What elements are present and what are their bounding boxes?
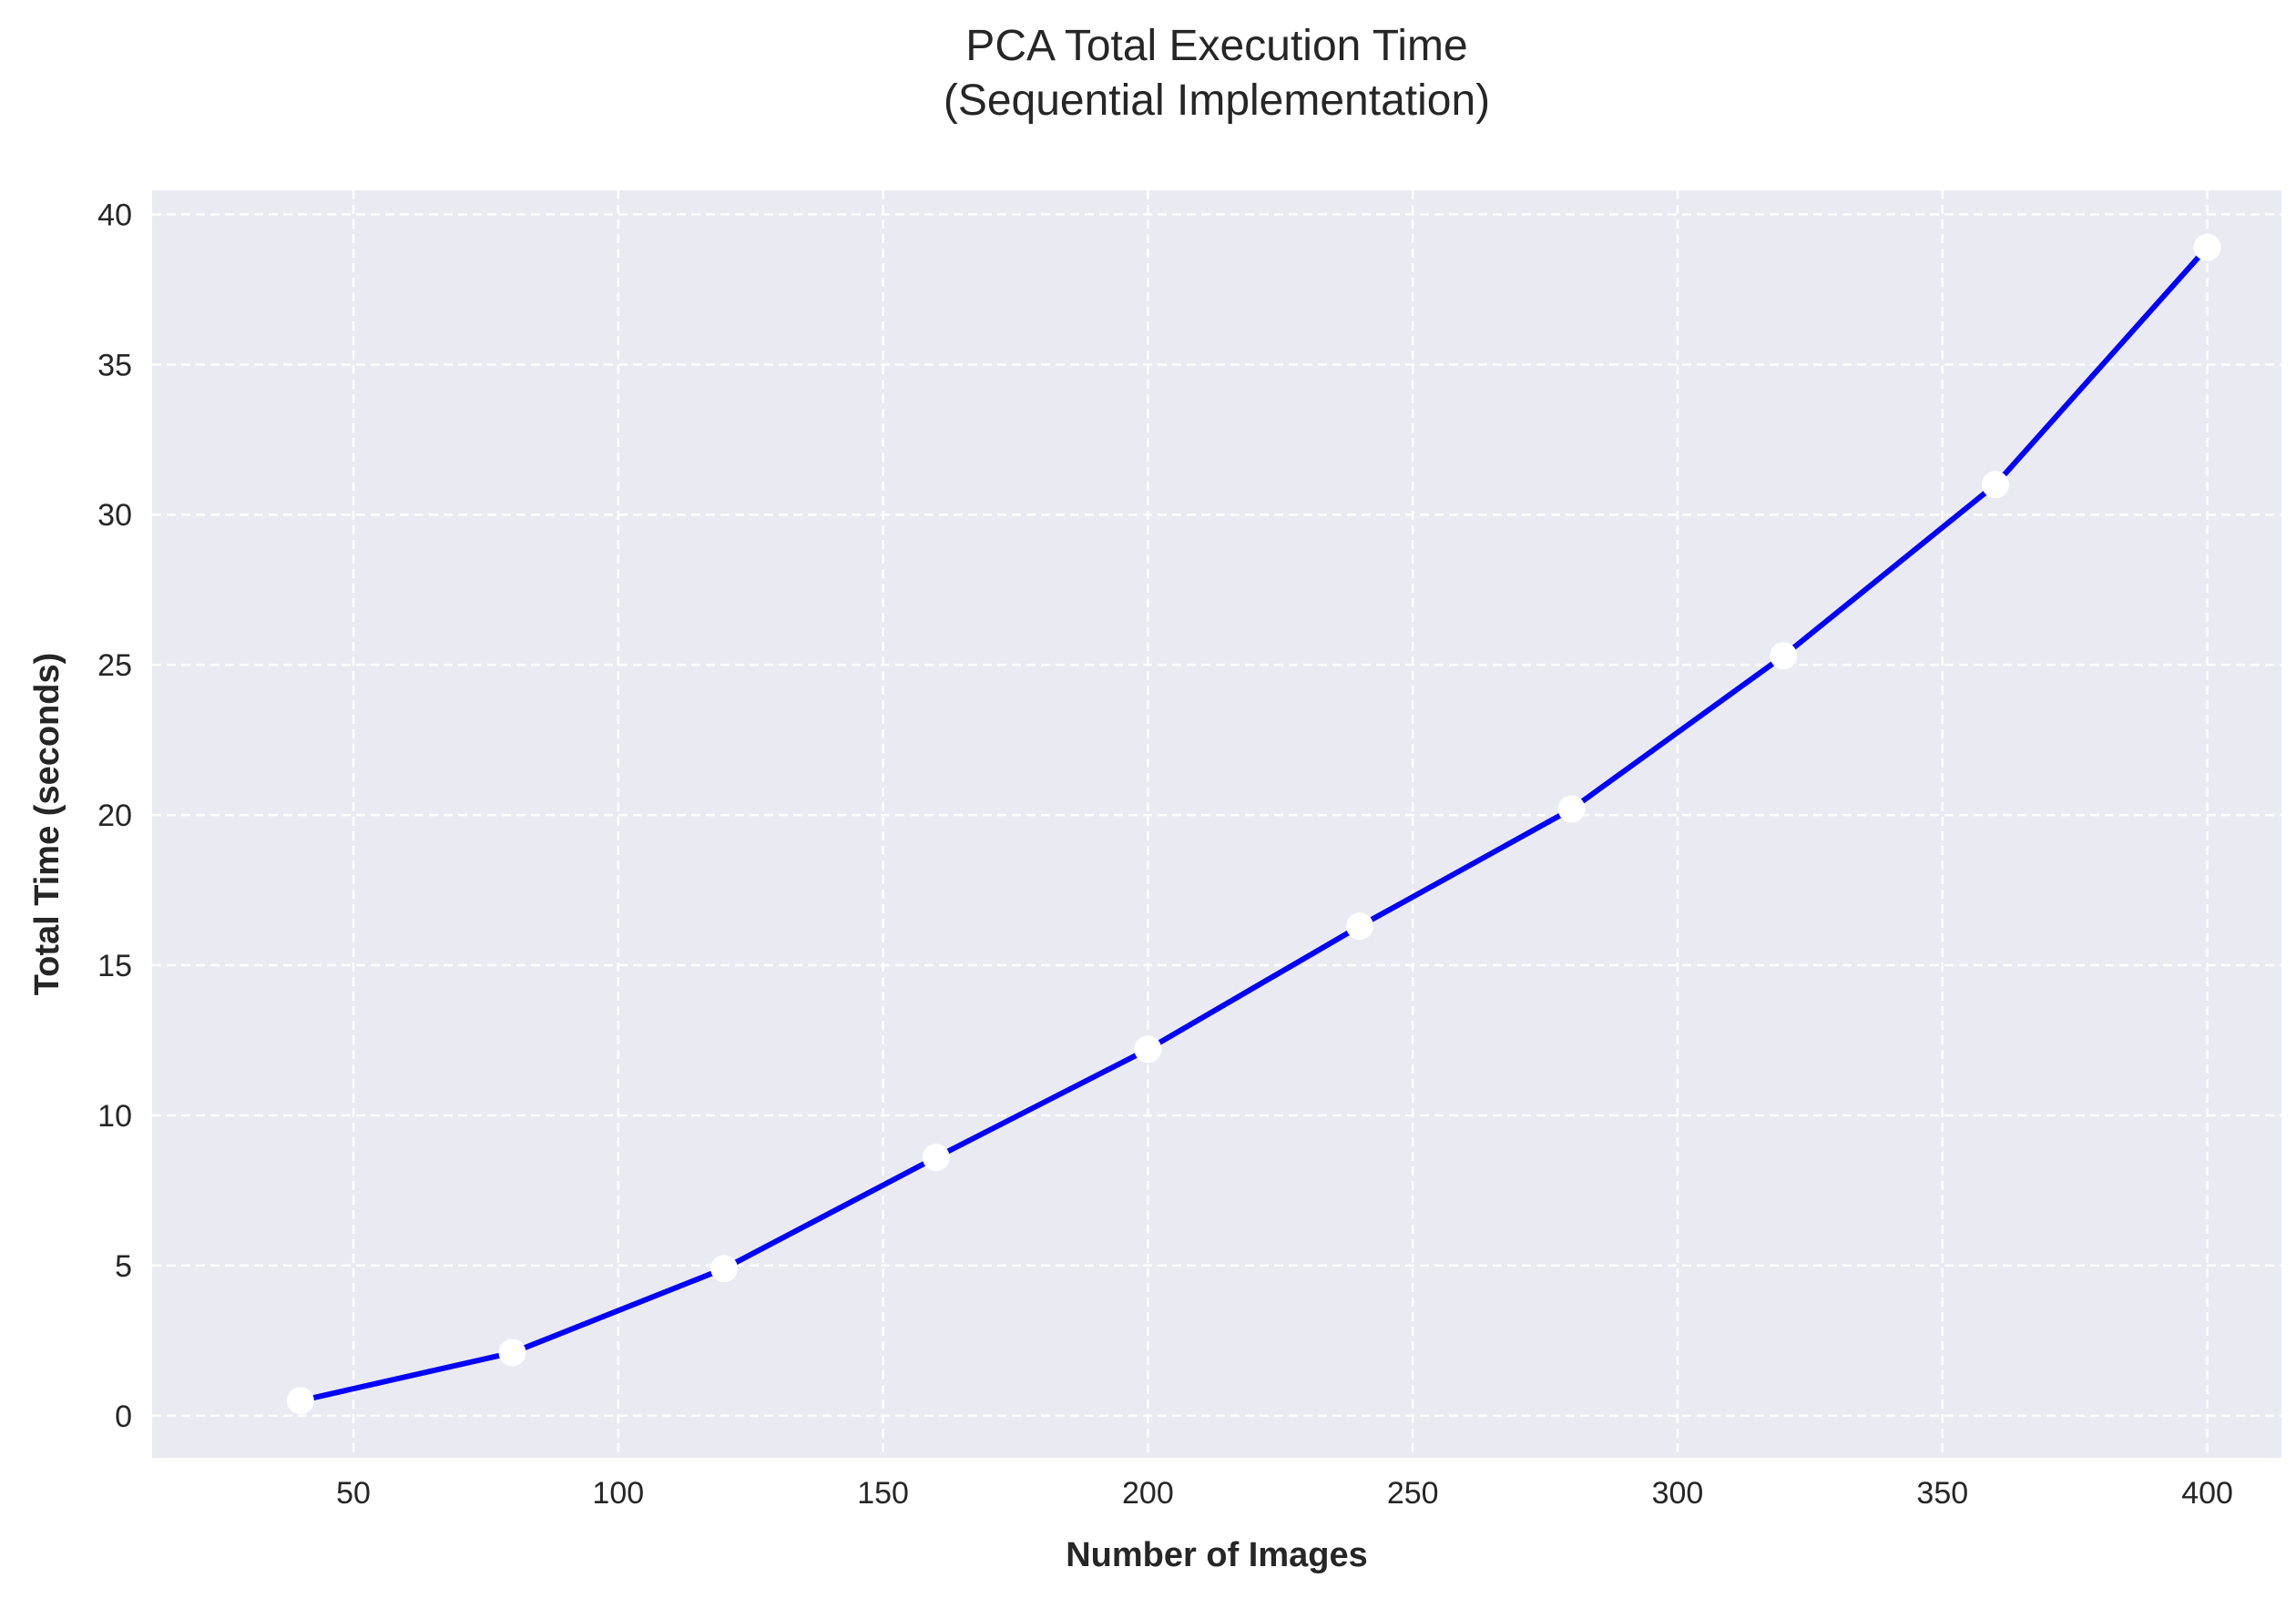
- data-point: [1346, 912, 1374, 941]
- x-tick-label: 200: [1122, 1476, 1174, 1511]
- chart-title-line-2: (Sequential Implementation): [944, 76, 1490, 125]
- y-tick-label: 10: [97, 1099, 132, 1134]
- x-tick-labels: 50 100 150 200 250 300 350 400: [336, 1476, 2233, 1511]
- data-point: [922, 1144, 950, 1172]
- y-axis-label: Total Time (seconds): [28, 653, 66, 996]
- x-tick-label: 300: [1652, 1476, 1704, 1511]
- x-tick-label: 50: [336, 1476, 371, 1511]
- data-point: [1770, 642, 1798, 670]
- data-point: [2193, 233, 2221, 261]
- data-point: [1134, 1035, 1162, 1064]
- series-line: [297, 244, 2210, 1404]
- y-tick-label: 25: [97, 648, 132, 683]
- x-tick-label: 400: [2181, 1476, 2233, 1511]
- x-tick-label: 100: [592, 1476, 644, 1511]
- data-point: [1981, 471, 2009, 499]
- chart-title-line-1: PCA Total Execution Time: [965, 22, 1467, 70]
- grid-layer: [152, 190, 2281, 1458]
- y-tick-label: 30: [97, 498, 132, 533]
- y-tick-label: 40: [97, 198, 132, 232]
- y-tick-labels: 0 5 10 15 20 25 30 35 40: [97, 198, 132, 1433]
- y-tick-label: 0: [115, 1400, 132, 1434]
- x-tick-label: 150: [857, 1476, 909, 1511]
- plot-area: [152, 190, 2281, 1458]
- y-tick-label: 35: [97, 348, 132, 382]
- data-point: [1557, 795, 1586, 823]
- data-point: [710, 1255, 739, 1283]
- x-tick-label: 250: [1387, 1476, 1439, 1511]
- x-tick-label: 350: [1916, 1476, 1968, 1511]
- y-tick-label: 5: [115, 1249, 132, 1284]
- series-layer: [286, 233, 2221, 1415]
- data-point: [498, 1338, 526, 1367]
- y-tick-label: 15: [97, 949, 132, 983]
- data-point: [286, 1387, 314, 1415]
- y-tick-label: 20: [97, 799, 132, 833]
- x-axis-label: Number of Images: [1066, 1536, 1368, 1574]
